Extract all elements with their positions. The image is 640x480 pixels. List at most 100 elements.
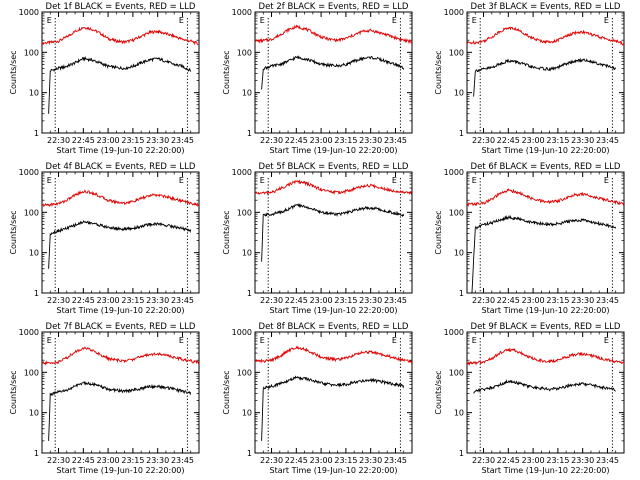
y-tick-label: 1 xyxy=(459,289,464,298)
y-axis-label: Counts/sec xyxy=(434,50,443,94)
panel-title: Det 9f BLACK = Events, RED = LLD xyxy=(471,322,621,332)
y-tick-label: 100 xyxy=(449,208,464,217)
x-tick-label: 22:45 xyxy=(497,136,520,145)
series-lld xyxy=(42,346,200,366)
x-tick-label: 22:30 xyxy=(260,456,283,465)
x-axis-label: Start Time (19-Jun-10 22:20:00) xyxy=(270,466,398,475)
event-marker-label: E xyxy=(47,336,52,345)
y-tick-label: 1000 xyxy=(232,328,252,337)
y-tick-label: 1000 xyxy=(19,8,39,17)
event-marker-label: E xyxy=(260,336,265,345)
y-axis-label: Counts/sec xyxy=(222,210,231,254)
x-axis-label: Start Time (19-Jun-10 22:20:00) xyxy=(57,466,185,475)
x-tick-label: 23:45 xyxy=(384,136,407,145)
x-tick-label: 22:45 xyxy=(285,296,308,305)
x-tick-label: 23:30 xyxy=(571,456,594,465)
x-axis-label: Start Time (19-Jun-10 22:20:00) xyxy=(482,306,610,315)
plot-frame xyxy=(466,171,625,294)
x-tick-label: 23:45 xyxy=(171,136,194,145)
y-tick-label: 100 xyxy=(24,368,39,377)
x-axis-label: Start Time (19-Jun-10 22:20:00) xyxy=(482,466,610,475)
series-events xyxy=(48,380,192,441)
y-tick-label: 1000 xyxy=(19,328,39,337)
x-tick-label: 23:15 xyxy=(121,296,144,305)
x-tick-label: 22:45 xyxy=(285,456,308,465)
series-events xyxy=(261,375,405,441)
event-marker-label: E xyxy=(179,16,184,25)
y-tick-label: 1000 xyxy=(232,168,252,177)
x-tick-label: 23:15 xyxy=(334,456,357,465)
x-tick-label: 22:30 xyxy=(472,136,495,145)
series-lld xyxy=(255,179,413,196)
x-tick-label: 22:30 xyxy=(47,296,70,305)
plot-frame xyxy=(254,171,413,294)
x-tick-label: 23:45 xyxy=(171,456,194,465)
panel-det-2: Det 2f BLACK = Events, RED = LLD 1 10 100 10… xyxy=(222,2,413,155)
y-tick-label: 1 xyxy=(34,449,39,458)
panel-title: Det 3f BLACK = Events, RED = LLD xyxy=(471,2,621,12)
y-tick-label: 1 xyxy=(247,289,252,298)
y-tick-label: 100 xyxy=(237,208,252,217)
x-tick-label: 23:45 xyxy=(596,136,619,145)
event-marker-label: E xyxy=(472,16,477,25)
panel-det-5: Det 5f BLACK = Events, RED = LLD 1 10 100 10… xyxy=(222,162,413,315)
event-marker-label: E xyxy=(179,336,184,345)
x-tick-label: 23:15 xyxy=(334,296,357,305)
y-tick-label: 1000 xyxy=(232,8,252,17)
x-tick-label: 22:45 xyxy=(285,136,308,145)
series-events xyxy=(471,214,617,294)
x-tick-label: 23:00 xyxy=(310,296,333,305)
x-tick-label: 23:45 xyxy=(171,296,194,305)
panel-title: Det 1f BLACK = Events, RED = LLD xyxy=(46,2,196,12)
series-lld xyxy=(41,26,200,46)
x-tick-label: 22:30 xyxy=(47,136,70,145)
y-tick-label: 100 xyxy=(24,208,39,217)
y-tick-label: 10 xyxy=(454,409,464,418)
plot-frame xyxy=(41,11,200,134)
x-tick-label: 23:00 xyxy=(522,456,545,465)
x-tick-label: 23:00 xyxy=(310,456,333,465)
x-tick-label: 22:45 xyxy=(72,456,95,465)
plot-frame xyxy=(254,11,413,134)
panel-det-1: Det 1f BLACK = Events, RED = LLD 1 10 100 10… xyxy=(9,2,200,155)
x-tick-label: 22:30 xyxy=(260,296,283,305)
x-tick-label: 22:45 xyxy=(72,296,95,305)
x-axis-label: Start Time (19-Jun-10 22:20:00) xyxy=(57,146,185,155)
event-marker-label: E xyxy=(604,16,609,25)
x-tick-label: 22:30 xyxy=(472,296,495,305)
panel-title: Det 5f BLACK = Events, RED = LLD xyxy=(259,162,409,172)
x-axis-label: Start Time (19-Jun-10 22:20:00) xyxy=(270,306,398,315)
y-tick-label: 1 xyxy=(34,129,39,138)
series-events xyxy=(473,57,617,97)
y-axis-label: Counts/sec xyxy=(9,50,18,94)
x-tick-label: 22:45 xyxy=(497,456,520,465)
event-marker-label: E xyxy=(260,16,265,25)
y-tick-label: 100 xyxy=(24,48,39,57)
y-tick-label: 100 xyxy=(237,368,252,377)
event-marker-label: E xyxy=(392,176,397,185)
y-tick-label: 10 xyxy=(242,409,252,418)
y-tick-label: 10 xyxy=(454,89,464,98)
y-tick-label: 1000 xyxy=(444,168,464,177)
x-tick-label: 23:45 xyxy=(596,296,619,305)
panel-title: Det 7f BLACK = Events, RED = LLD xyxy=(46,322,196,332)
series-lld xyxy=(467,347,625,366)
y-tick-label: 10 xyxy=(29,409,39,418)
x-tick-label: 23:00 xyxy=(97,456,120,465)
x-tick-label: 23:30 xyxy=(146,136,169,145)
x-tick-label: 23:15 xyxy=(121,136,144,145)
x-tick-label: 22:30 xyxy=(472,456,495,465)
x-tick-label: 23:30 xyxy=(146,456,169,465)
x-tick-label: 23:15 xyxy=(121,456,144,465)
panel-title: Det 2f BLACK = Events, RED = LLD xyxy=(259,2,409,12)
x-tick-label: 23:30 xyxy=(571,296,594,305)
series-lld xyxy=(255,345,413,364)
series-events xyxy=(48,55,192,114)
event-marker-label: E xyxy=(392,16,397,25)
event-marker-label: E xyxy=(47,176,52,185)
panel-title: Det 4f BLACK = Events, RED = LLD xyxy=(46,162,196,172)
plot-frame xyxy=(41,331,200,454)
y-tick-label: 10 xyxy=(29,249,39,258)
x-tick-label: 23:45 xyxy=(384,456,407,465)
